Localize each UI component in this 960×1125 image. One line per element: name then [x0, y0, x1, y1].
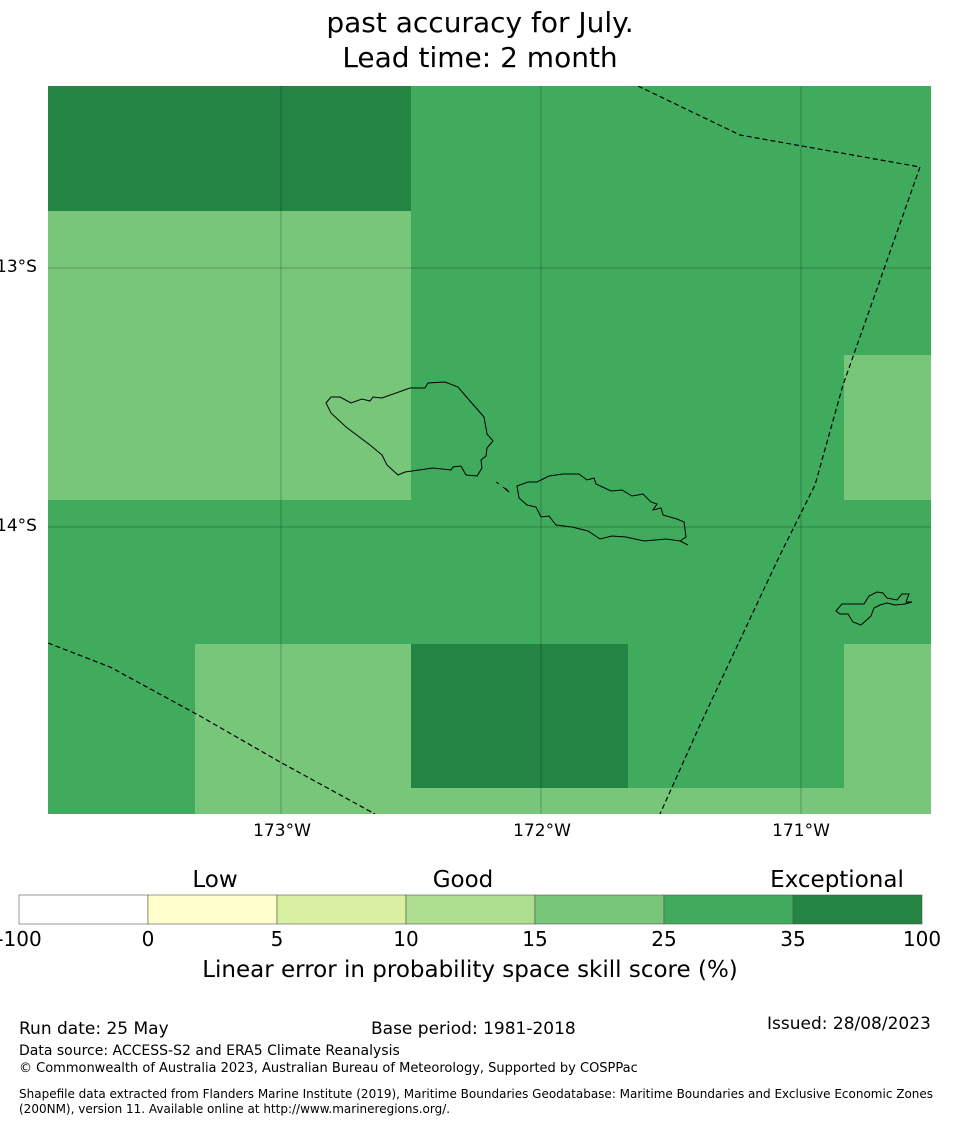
island-savaii — [325, 381, 494, 477]
cell-exceptional-nw — [48, 86, 411, 211]
eez-boundaries — [48, 86, 921, 814]
colorbar-tick-label: 5 — [270, 927, 284, 951]
island-manono — [495, 481, 500, 485]
island-upolu — [516, 473, 687, 542]
colorbar-segment — [663, 894, 794, 925]
cell-good-se — [844, 644, 931, 814]
run-date: Run date: 25 May — [19, 1019, 169, 1039]
graticule — [48, 86, 931, 814]
coastlines — [325, 381, 913, 626]
cell-good-e — [844, 355, 931, 500]
base-period: Base period: 1981-2018 — [371, 1019, 576, 1039]
colorbar-segment — [276, 894, 407, 925]
colorbar-title: Linear error in probability space skill … — [202, 957, 738, 983]
colorbar-tick-label: 10 — [393, 927, 419, 951]
eez-boundary-north-east — [637, 86, 921, 814]
colorbar-segment — [534, 894, 665, 925]
cell-good-s-strip — [411, 788, 844, 814]
upolu-tail — [679, 540, 689, 546]
cell-good-sw — [195, 644, 411, 814]
colorbar-segment — [405, 894, 536, 925]
island-tutuila — [835, 591, 913, 626]
lat-label-13s: 13°S — [0, 257, 37, 277]
cell-good-w — [48, 211, 411, 500]
data-source: Data source: ACCESS-S2 and ERA5 Climate … — [19, 1043, 400, 1059]
issued-date: Issued: 28/08/2023 — [767, 1014, 931, 1034]
lon-label-172w: 172°W — [513, 821, 571, 841]
colorbar-tick-label: 25 — [651, 927, 677, 951]
colorbar-tick-label: 15 — [522, 927, 548, 951]
lat-label-14s: 14°S — [0, 516, 37, 536]
category-low: Low — [192, 867, 238, 893]
copyright: © Commonwealth of Australia 2023, Austra… — [19, 1061, 638, 1076]
title-line-1: past accuracy for July. — [326, 6, 634, 39]
colorbar-tick-label: -100 — [0, 927, 42, 951]
eez-boundary-south-west — [48, 642, 376, 814]
colorbar-segment — [792, 894, 923, 925]
colorbar-tick-label: 100 — [902, 927, 942, 951]
colorbar-segment — [147, 894, 278, 925]
category-exceptional: Exceptional — [770, 867, 904, 893]
title-line-2: Lead time: 2 month — [342, 41, 618, 74]
colorbar-segments — [18, 894, 923, 925]
island-apolima — [502, 486, 510, 493]
colorbar — [18, 894, 923, 925]
skill-map — [48, 86, 931, 814]
colorbar-tick-label: 0 — [141, 927, 155, 951]
category-good: Good — [432, 867, 494, 893]
cell-exceptional-s — [411, 644, 628, 788]
skill-grid — [48, 86, 931, 814]
colorbar-segment — [18, 894, 149, 925]
shapefile-credit: Shapefile data extracted from Flanders M… — [19, 1087, 934, 1116]
lon-label-173w: 173°W — [253, 821, 311, 841]
lon-label-171w: 171°W — [772, 821, 830, 841]
colorbar-tick-label: 35 — [780, 927, 806, 951]
